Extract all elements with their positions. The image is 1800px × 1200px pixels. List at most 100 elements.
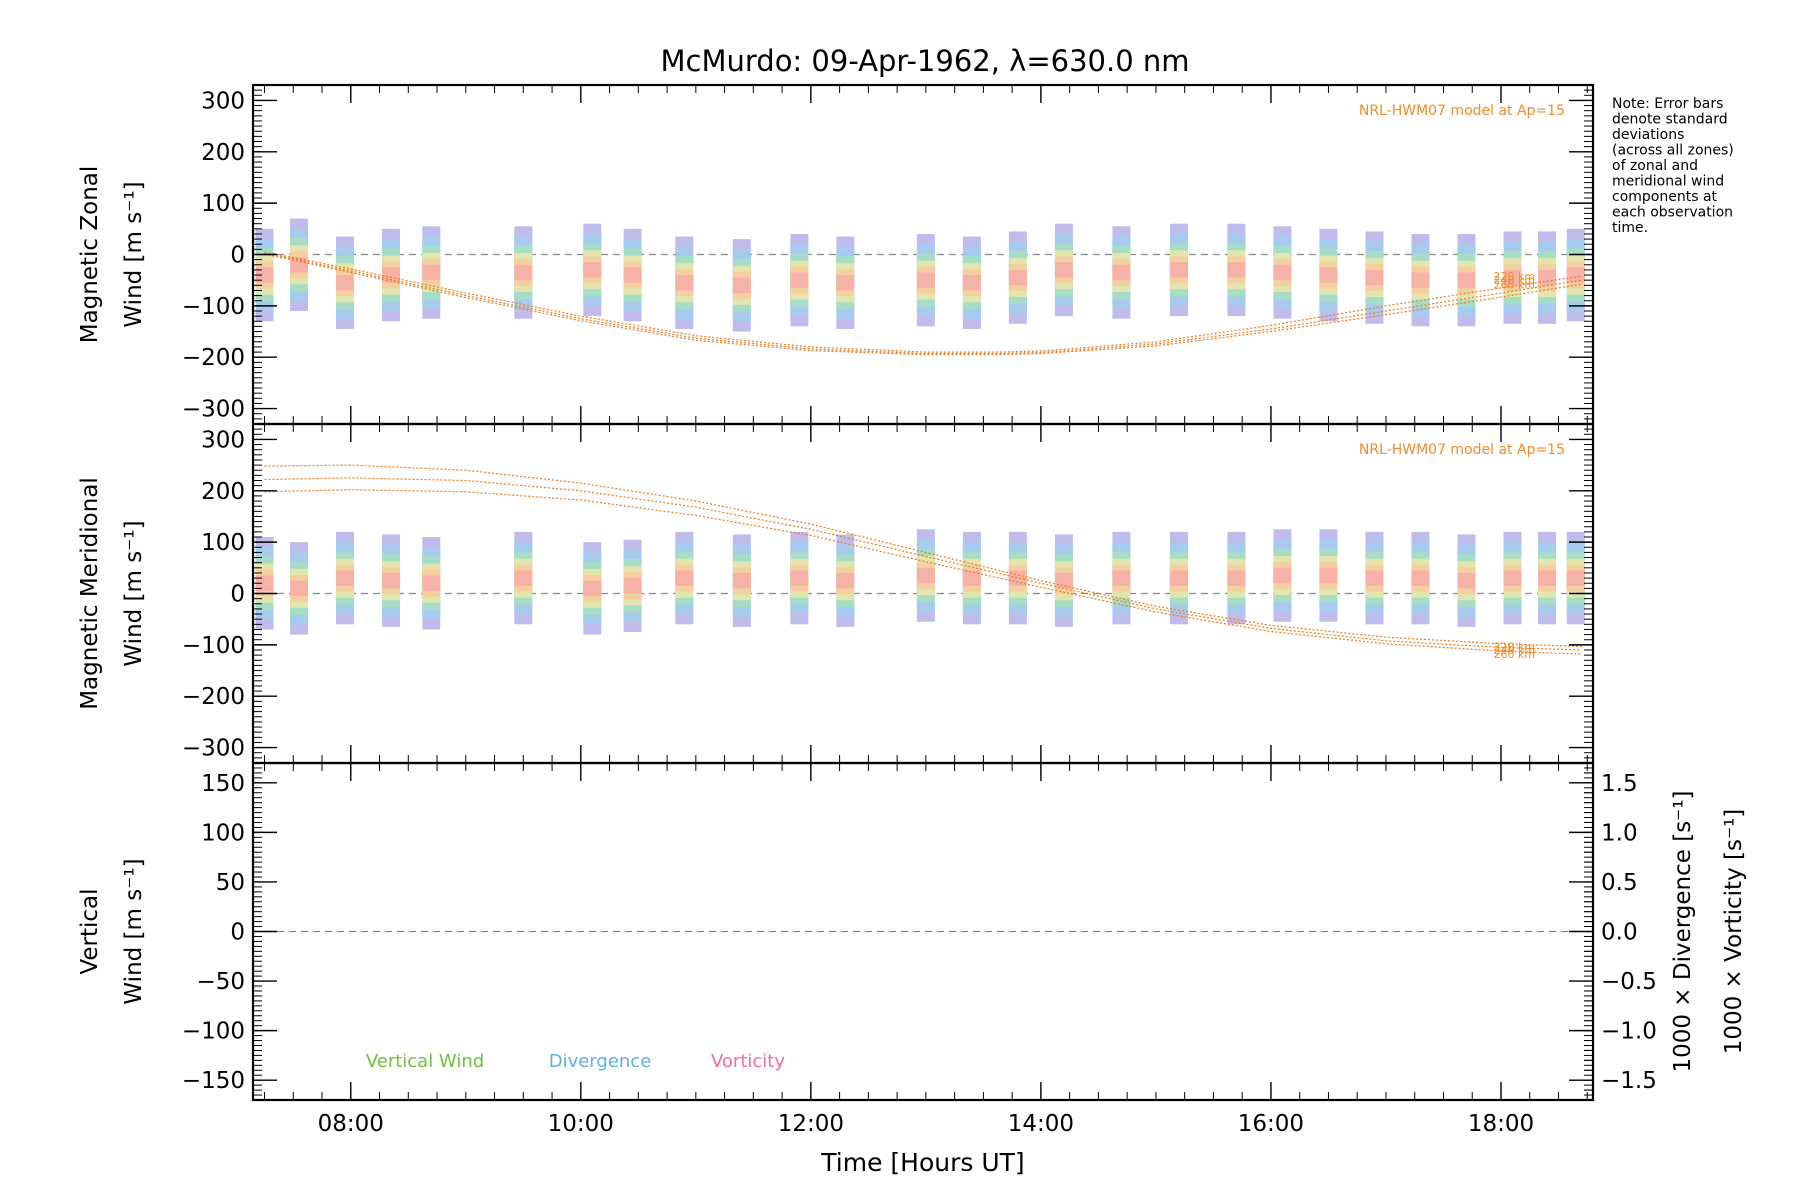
obs-bar — [1008, 269, 1027, 286]
obs-bar — [255, 575, 274, 591]
y-axis-label: Magnetic Meridional — [77, 477, 103, 710]
x-tick-label: 10:00 — [548, 1111, 614, 1137]
x-tick-label: 18:00 — [1468, 1111, 1534, 1137]
obs-bar — [1008, 570, 1027, 586]
legend-item: Divergence — [549, 1051, 652, 1072]
y2-tick-label: 1.0 — [1601, 820, 1638, 846]
obs-bar — [1566, 267, 1585, 283]
model-line-220-km — [264, 464, 1582, 647]
x-tick-label: 16:00 — [1238, 1111, 1304, 1137]
y2-tick-label: 0.0 — [1601, 920, 1638, 946]
y2-vorticity-label: 1000 × Vorticity [s⁻¹] — [1721, 809, 1747, 1055]
obs-bar — [1169, 262, 1188, 278]
obs-bar — [1054, 572, 1073, 589]
altitude-label: 260 km — [1493, 278, 1535, 291]
legend-item: Vorticity — [711, 1051, 785, 1072]
y-tick-label: 100 — [201, 530, 245, 556]
y-tick-label: −200 — [182, 684, 245, 710]
legend-item: Vertical Wind — [366, 1051, 484, 1072]
y-axis-label: Vertical — [77, 888, 103, 974]
obs-bar — [1112, 264, 1131, 281]
obs-bar — [836, 572, 855, 589]
y-tick-label: −100 — [182, 633, 245, 659]
y-tick-label: 100 — [201, 820, 245, 846]
x-tick-label: 14:00 — [1008, 1111, 1074, 1137]
note-line: time. — [1612, 220, 1648, 236]
obs-bar — [623, 267, 642, 283]
y-tick-label: 150 — [201, 771, 245, 797]
note-line: deviations — [1612, 127, 1684, 143]
y2-tick-label: −1.0 — [1601, 1019, 1657, 1045]
axes-frame — [251, 761, 1595, 1102]
obs-bar — [962, 275, 981, 291]
obs-bar — [1457, 272, 1476, 288]
obs-bar — [1169, 570, 1188, 586]
model-line-220-km — [264, 251, 1582, 353]
y2-tick-label: 0.5 — [1601, 870, 1638, 896]
obs-bar — [1503, 269, 1522, 286]
obs-bar — [382, 572, 401, 589]
altitude-label: 240 km — [1493, 274, 1535, 287]
y-tick-label: −200 — [182, 345, 245, 371]
y-tick-label: 100 — [201, 191, 245, 217]
altitude-label: 220 km — [1493, 270, 1535, 283]
obs-bar — [1054, 262, 1073, 278]
obs-bar — [732, 572, 751, 589]
y-tick-label: 0 — [230, 920, 245, 946]
y-tick-label: 300 — [201, 88, 245, 114]
obs-bar — [790, 570, 809, 586]
obs-bar — [1365, 269, 1384, 286]
obs-bar — [1227, 570, 1246, 586]
obs-bar — [1566, 570, 1585, 586]
obs-bar — [916, 567, 935, 584]
obs-bar — [1227, 262, 1246, 278]
altitude-label: 260 km — [1493, 648, 1535, 661]
y2-tick-label: −0.5 — [1601, 969, 1657, 995]
obs-bar — [623, 578, 642, 594]
obs-bar — [514, 264, 533, 281]
obs-bar — [1411, 272, 1430, 288]
obs-bar — [836, 275, 855, 291]
y-tick-label: −300 — [182, 397, 245, 423]
obs-bar — [916, 272, 935, 288]
obs-bar — [336, 570, 355, 586]
y-axis-label: Wind [m s⁻¹] — [121, 181, 147, 327]
y2-tick-label: 1.5 — [1601, 771, 1638, 797]
obs-bar — [790, 272, 809, 288]
obs-bar — [422, 575, 441, 591]
x-tick-label: 12:00 — [778, 1111, 844, 1137]
obs-bar — [1365, 570, 1384, 586]
obs-bar — [1319, 567, 1338, 584]
y2-tick-label: −1.5 — [1601, 1068, 1657, 1094]
y-axis-label: Wind [m s⁻¹] — [121, 858, 147, 1004]
model-line-260-km — [264, 253, 1582, 356]
obs-bar — [732, 277, 751, 294]
y-tick-label: 200 — [201, 479, 245, 505]
model-line-240-km — [264, 477, 1582, 651]
y-tick-label: −50 — [196, 969, 245, 995]
chart-title: McMurdo: 09-Apr-1962, λ=630.0 nm — [661, 44, 1190, 78]
obs-bar — [583, 580, 602, 597]
y-tick-label: 50 — [216, 870, 245, 896]
obs-bar — [675, 275, 694, 291]
y-tick-label: 0 — [230, 582, 245, 608]
model-label: NRL-HWM07 model at Ap=15 — [1359, 442, 1565, 458]
y-tick-label: −100 — [182, 294, 245, 320]
obs-bar — [422, 264, 441, 281]
model-label: NRL-HWM07 model at Ap=15 — [1359, 103, 1565, 119]
panel-vertical: −150 −100 −50 0 50 100 150 Vertical Wind [m s⁻¹]… — [77, 761, 1747, 1137]
y-tick-label: 300 — [201, 427, 245, 453]
obs-bar — [1537, 269, 1556, 286]
obs-bar — [1273, 264, 1292, 281]
y-tick-label: −300 — [182, 736, 245, 762]
y2-divergence-label: 1000 × Divergence [s⁻¹] — [1670, 790, 1696, 1072]
altitude-label: 240 km — [1493, 644, 1535, 657]
obs-bar — [290, 580, 309, 597]
obs-bar — [583, 262, 602, 278]
obs-bar — [675, 570, 694, 586]
